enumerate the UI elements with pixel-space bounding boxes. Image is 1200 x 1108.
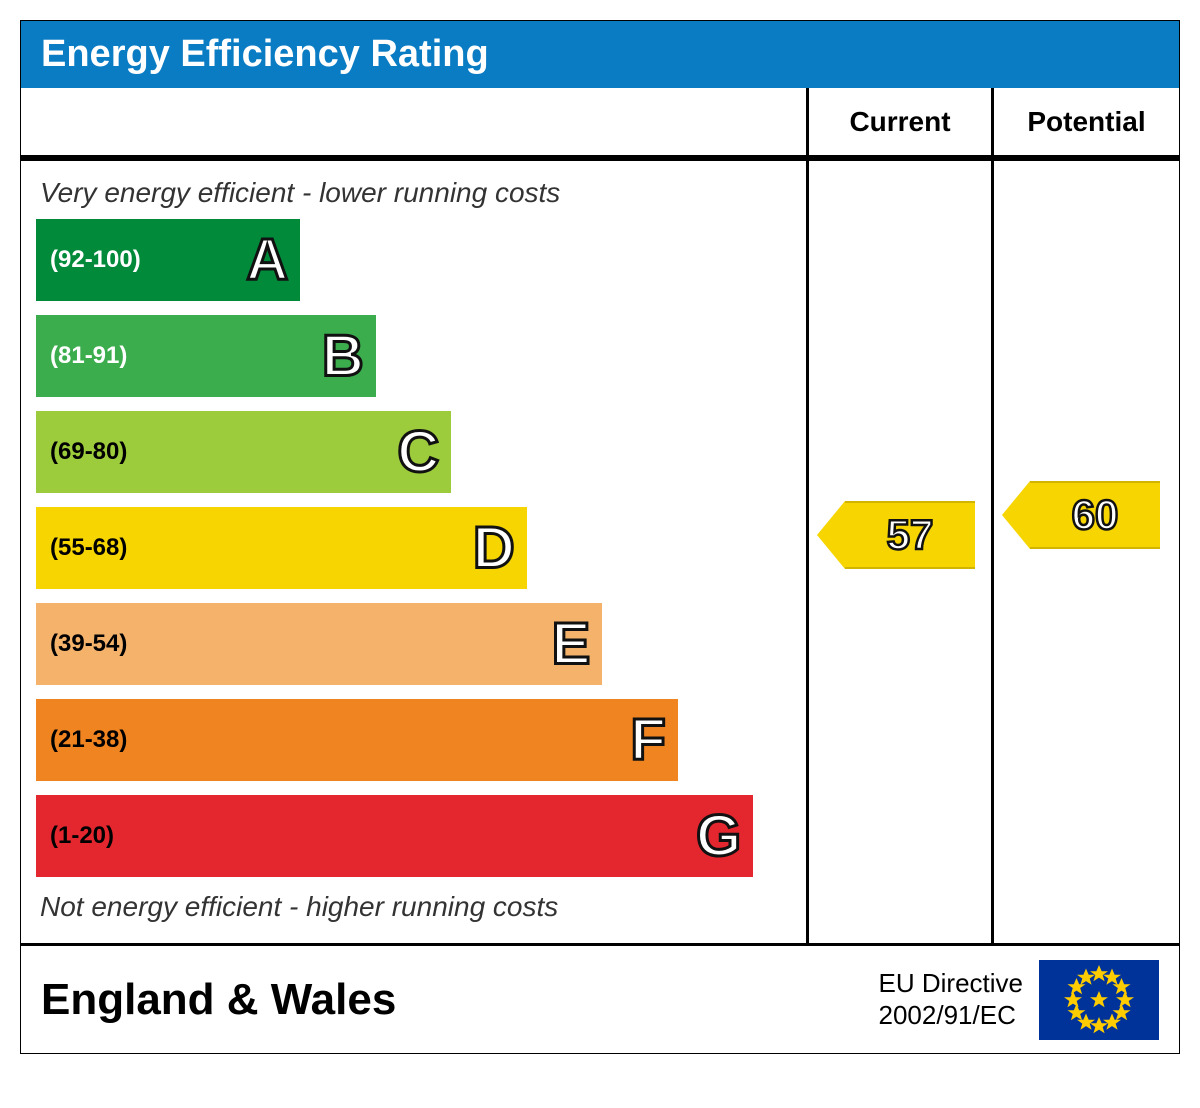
band-bar: (55-68) D: [36, 507, 527, 589]
pointer-arrow-icon: [817, 501, 845, 569]
caption-top: Very energy efficient - lower running co…: [40, 177, 791, 209]
directive-line2: 2002/91/EC: [879, 1000, 1023, 1031]
footer: England & Wales EU Directive 2002/91/EC: [21, 943, 1179, 1053]
header-potential: Potential: [994, 88, 1179, 155]
band-bar: (21-38) F: [36, 699, 678, 781]
title-text: Energy Efficiency Rating: [41, 33, 489, 75]
potential-column: 60: [994, 161, 1179, 943]
rating-pointer: 57: [817, 501, 975, 569]
band-b: (81-91) B: [36, 315, 791, 397]
bands-host: (92-100) A (81-91) B (69-80) C (55-68) D (39-54)…: [36, 219, 791, 877]
main-grid: Very energy efficient - lower running co…: [21, 158, 1179, 943]
band-bar: (92-100) A: [36, 219, 300, 301]
band-range: (69-80): [36, 438, 127, 466]
band-bar: (81-91) B: [36, 315, 376, 397]
directive-line1: EU Directive: [879, 968, 1023, 999]
band-range: (92-100): [36, 246, 141, 274]
band-letter: E: [552, 611, 591, 678]
band-range: (55-68): [36, 534, 127, 562]
band-c: (69-80) C: [36, 411, 791, 493]
band-letter: C: [397, 419, 439, 486]
epc-chart: Energy Efficiency Rating Current Potenti…: [20, 20, 1180, 1054]
header-row: Current Potential: [21, 88, 1179, 158]
band-range: (21-38): [36, 726, 127, 754]
current-column: 57: [809, 161, 994, 943]
band-a: (92-100) A: [36, 219, 791, 301]
band-bar: (69-80) C: [36, 411, 451, 493]
band-letter: F: [630, 707, 665, 774]
eu-flag-icon: [1039, 960, 1159, 1040]
band-letter: D: [473, 515, 515, 582]
footer-region: England & Wales: [41, 975, 879, 1025]
band-range: (81-91): [36, 342, 127, 370]
band-letter: A: [246, 227, 288, 294]
pointer-value: 57: [845, 501, 975, 569]
rating-pointer: 60: [1002, 481, 1160, 549]
band-d: (55-68) D: [36, 507, 791, 589]
header-blank: [21, 88, 809, 155]
header-current: Current: [809, 88, 994, 155]
footer-directive: EU Directive 2002/91/EC: [879, 968, 1023, 1030]
band-bar: (39-54) E: [36, 603, 602, 685]
band-g: (1-20) G: [36, 795, 791, 877]
title-bar: Energy Efficiency Rating: [21, 21, 1179, 88]
pointer-value: 60: [1030, 481, 1160, 549]
band-bar: (1-20) G: [36, 795, 753, 877]
pointer-arrow-icon: [1002, 481, 1030, 549]
band-letter: G: [696, 803, 741, 870]
band-letter: B: [322, 323, 364, 390]
band-range: (1-20): [36, 822, 114, 850]
bands-column: Very energy efficient - lower running co…: [21, 161, 809, 943]
caption-bottom: Not energy efficient - higher running co…: [40, 891, 791, 923]
band-e: (39-54) E: [36, 603, 791, 685]
band-range: (39-54): [36, 630, 127, 658]
band-f: (21-38) F: [36, 699, 791, 781]
